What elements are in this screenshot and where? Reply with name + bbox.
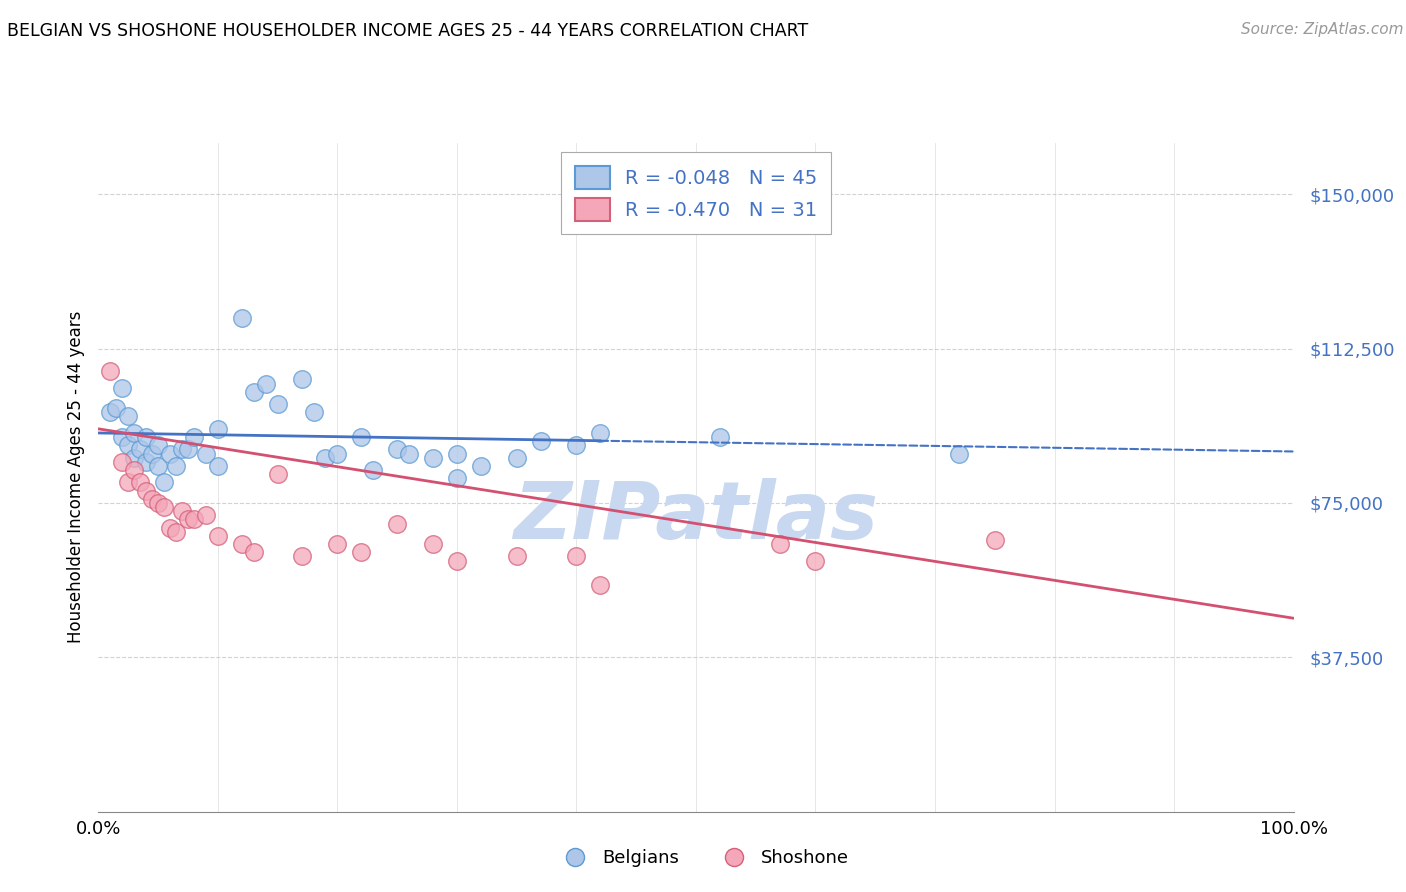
Point [172, 442, 194, 457]
Point [177, 442, 200, 457]
Point [159, 521, 181, 535]
Point [315, 450, 337, 465]
Text: ZIPatlas: ZIPatlas [513, 478, 879, 557]
Point [98, 405, 122, 419]
Point [290, 372, 312, 386]
Point [506, 549, 529, 564]
Point [117, 438, 139, 452]
Point [207, 422, 229, 436]
Point [135, 430, 157, 444]
Point [363, 463, 385, 477]
Point [111, 381, 134, 395]
Point [243, 384, 266, 399]
Point [290, 549, 312, 564]
Point [267, 467, 290, 482]
Point [446, 446, 468, 460]
Point [350, 545, 373, 559]
Text: Source: ZipAtlas.com: Source: ZipAtlas.com [1240, 22, 1403, 37]
Point [111, 430, 134, 444]
Point [124, 425, 146, 440]
Point [172, 504, 194, 518]
Point [183, 430, 205, 444]
Point [231, 310, 253, 325]
Point [111, 455, 134, 469]
Legend: R = -0.048   N = 45, R = -0.470   N = 31: R = -0.048 N = 45, R = -0.470 N = 31 [561, 153, 831, 235]
Point [948, 446, 970, 460]
Point [141, 446, 163, 460]
Point [302, 405, 325, 419]
Point [117, 409, 139, 424]
Point [529, 434, 551, 449]
Point [446, 471, 468, 485]
Point [506, 450, 529, 465]
Point [398, 446, 420, 460]
Point [135, 455, 157, 469]
Point [470, 458, 492, 473]
Point [207, 458, 229, 473]
Point [207, 529, 229, 543]
Point [254, 376, 277, 391]
Point [148, 496, 170, 510]
Point [709, 430, 731, 444]
Point [159, 446, 181, 460]
Point [385, 442, 409, 457]
Point [141, 491, 163, 506]
Point [177, 512, 200, 526]
Point [589, 425, 612, 440]
Point [129, 442, 152, 457]
Point [117, 475, 139, 490]
Point [148, 458, 170, 473]
Point [165, 458, 187, 473]
Point [243, 545, 266, 559]
Point [589, 578, 612, 592]
Point [135, 483, 157, 498]
Point [129, 475, 152, 490]
Point [148, 438, 170, 452]
Point [98, 364, 122, 378]
Point [385, 516, 409, 531]
Y-axis label: Householder Income Ages 25 - 44 years: Householder Income Ages 25 - 44 years [66, 311, 84, 643]
Point [983, 533, 1005, 547]
Point [124, 450, 146, 465]
Point [804, 553, 827, 567]
Legend: Belgians, Shoshone: Belgians, Shoshone [550, 842, 856, 874]
Point [165, 524, 187, 539]
Point [326, 537, 349, 551]
Text: BELGIAN VS SHOSHONE HOUSEHOLDER INCOME AGES 25 - 44 YEARS CORRELATION CHART: BELGIAN VS SHOSHONE HOUSEHOLDER INCOME A… [7, 22, 808, 40]
Point [105, 401, 128, 416]
Point [194, 446, 217, 460]
Point [183, 512, 205, 526]
Point [446, 553, 468, 567]
Point [124, 463, 146, 477]
Point [422, 537, 444, 551]
Point [565, 438, 588, 452]
Point [422, 450, 444, 465]
Point [231, 537, 253, 551]
Point [267, 397, 290, 411]
Point [194, 508, 217, 523]
Point [326, 446, 349, 460]
Point [153, 500, 176, 514]
Point [768, 537, 790, 551]
Point [565, 549, 588, 564]
Point [153, 475, 176, 490]
Point [350, 430, 373, 444]
